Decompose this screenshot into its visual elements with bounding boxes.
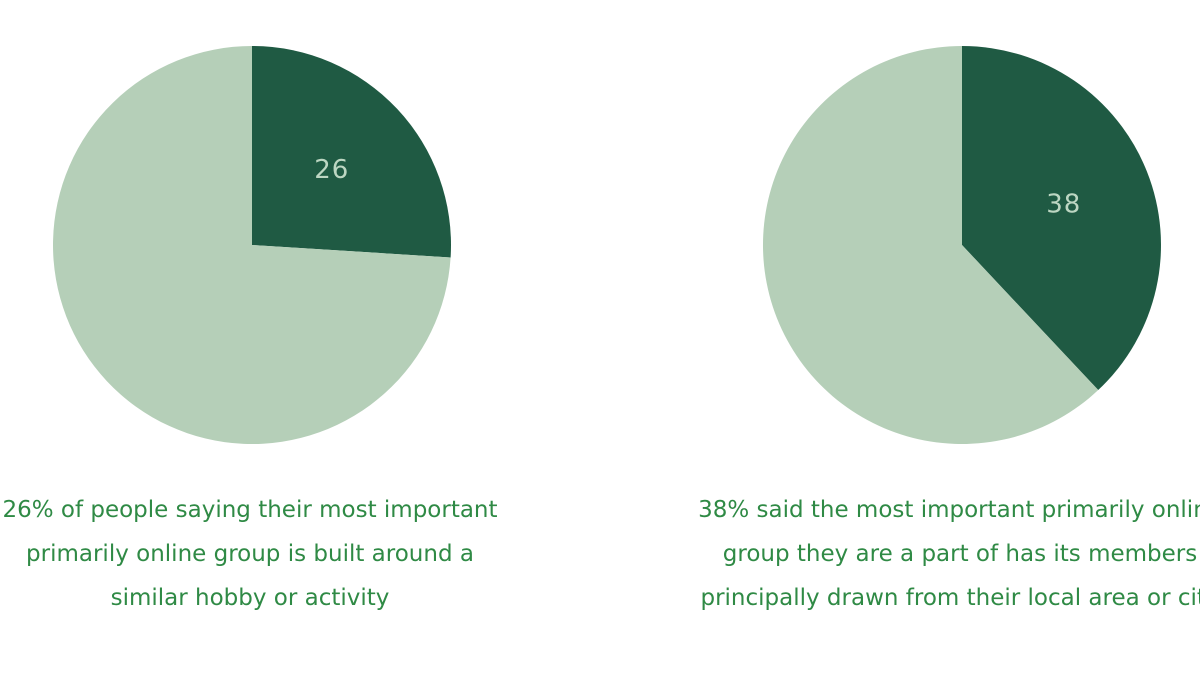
chart-2-slice-1-label: 38: [1046, 190, 1081, 220]
chart-2-caption-line-3: principally drawn from their local area …: [700, 585, 1200, 611]
chart-1-caption-line-1: 26% of people saying their most importan…: [2, 497, 498, 523]
chart-2-slice-2: [762, 45, 1099, 445]
chart-1-slice-1: [252, 46, 452, 258]
chart-1-caption-line-3: similar hobby or activity: [110, 585, 390, 611]
chart-1-caption-line-2: primarily online group is built around a: [26, 541, 474, 567]
chart-2-caption-line-1: 38% said the most important primarily on…: [698, 497, 1200, 523]
chart-2-caption: 38% said the most important primarily on…: [560, 488, 1200, 620]
chart-1-slice-2: [53, 46, 451, 444]
chart-2-caption-line-2: group they are a part of has its members: [722, 541, 1198, 567]
chart-1-caption: 26% of people saying their most importan…: [0, 488, 650, 620]
chart-1-slice-1-label: 26: [314, 155, 349, 185]
chart-2-slice-1: [962, 46, 1161, 391]
